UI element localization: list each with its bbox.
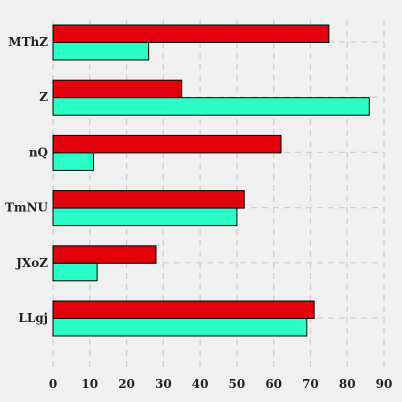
- y-category-label: Z: [39, 90, 48, 104]
- bar-series1-nQ: [52, 134, 282, 154]
- x-tick-label: 10: [81, 377, 98, 391]
- bar-series1-TmNU: [52, 190, 245, 209]
- y-category-label: LLgj: [18, 311, 48, 325]
- y-category-label: TmNU: [5, 201, 49, 215]
- x-tick-label: 80: [339, 377, 356, 391]
- y-category-label: MThZ: [8, 35, 48, 49]
- bar-series2-nQ: [52, 152, 94, 171]
- x-tick-label: 20: [118, 377, 135, 391]
- y-category-label: JXoZ: [15, 256, 48, 270]
- bar-series1-Z: [52, 79, 183, 99]
- x-tick-label: 0: [49, 377, 57, 391]
- x-tick-label: 70: [302, 377, 319, 391]
- x-tick-label: 90: [376, 377, 393, 391]
- bar-series2-LLgj: [52, 318, 308, 337]
- bar-series2-TmNU: [52, 207, 238, 227]
- x-tick-label: 30: [155, 377, 172, 391]
- bar-series2-Z: [52, 97, 370, 116]
- bar-series2-MThZ: [52, 42, 150, 61]
- x-tick-label: 60: [265, 377, 282, 391]
- y-category-label: nQ: [29, 145, 48, 159]
- bars: [52, 24, 370, 337]
- x-tick-label: 50: [229, 377, 246, 391]
- bar-series1-LLgj: [52, 300, 315, 319]
- x-axis-tick-labels: 0 10 20 30 40 50 60 70 80 90: [49, 377, 393, 391]
- bar-series1-JXoZ: [52, 245, 157, 264]
- y-axis-category-labels: MThZ ZnQ TmNU JXoZ LLgj: [5, 35, 49, 325]
- bar-series1-MThZ: [52, 24, 330, 43]
- x-tick-label: 40: [192, 377, 209, 391]
- bar-series2-JXoZ: [52, 262, 98, 282]
